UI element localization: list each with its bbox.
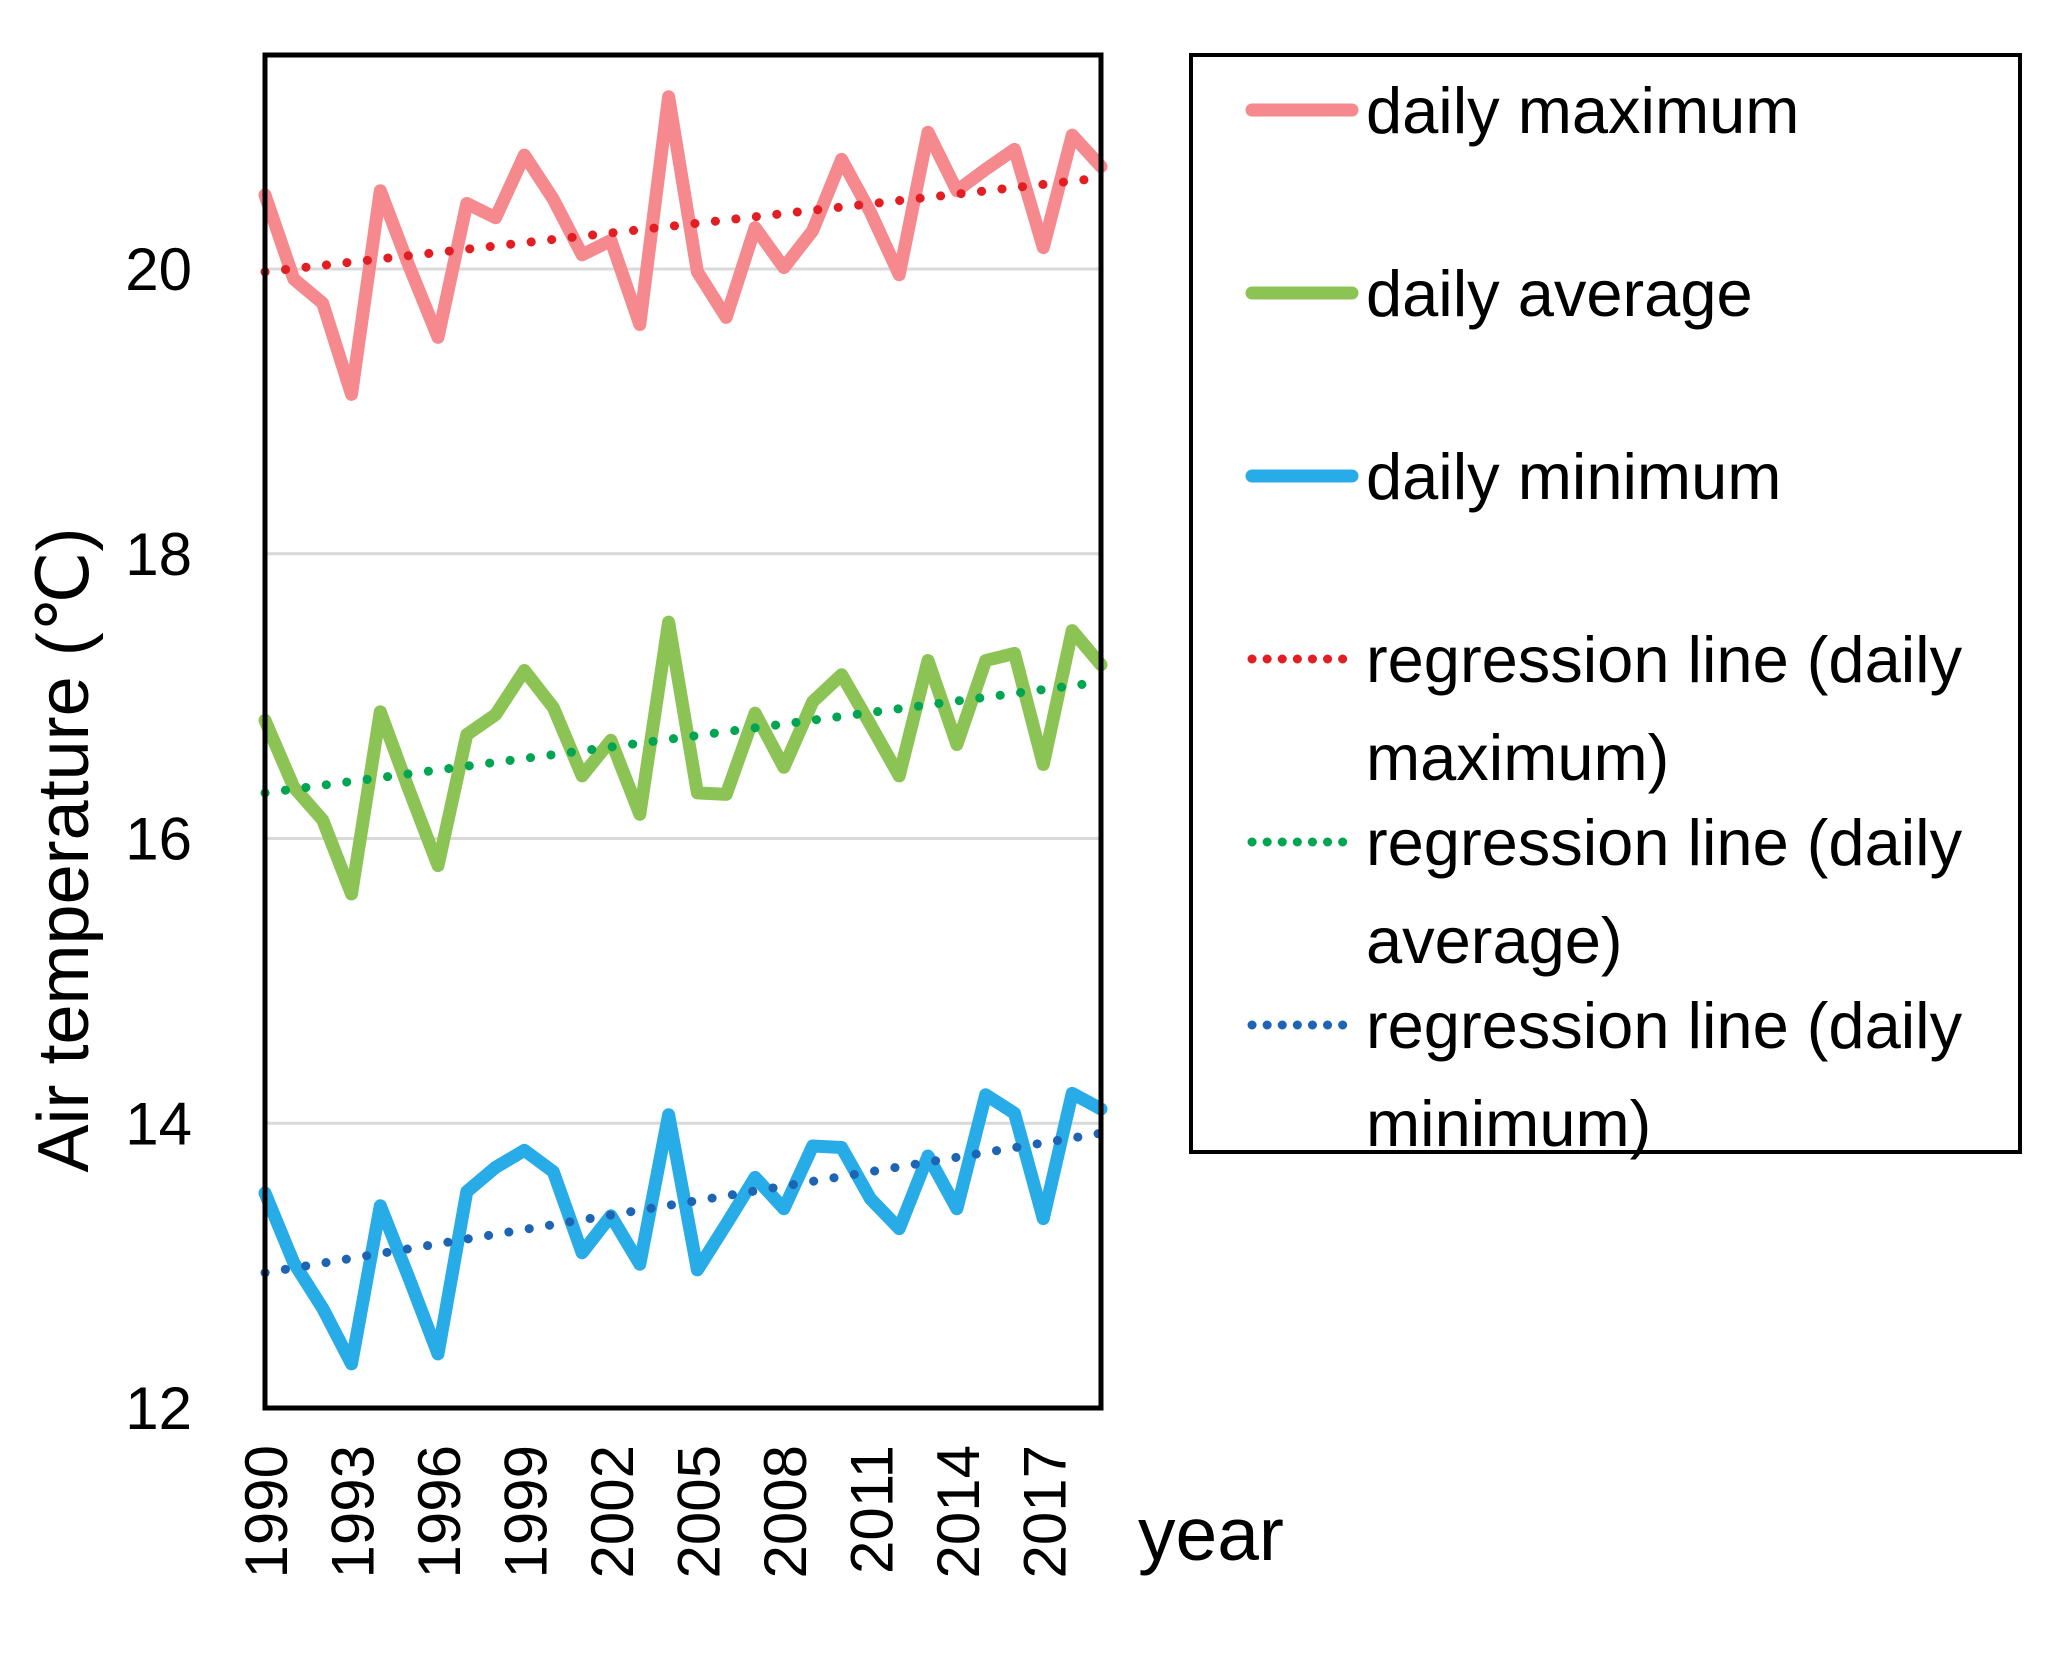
regression-line-regression-line-daily-maximum- bbox=[260, 173, 1106, 277]
legend-box bbox=[1189, 53, 2022, 1154]
plot-area-border bbox=[262, 52, 1104, 1411]
legend-label-line: regression line (daily bbox=[1366, 623, 1963, 696]
y-axis-title: Air temperature (℃) bbox=[24, 527, 104, 1172]
x-tick-label-2008: 2008 bbox=[752, 1445, 819, 1578]
legend-label-line: regression line (daily bbox=[1366, 806, 1963, 879]
legend-label-line: regression line (daily bbox=[1366, 989, 1963, 1062]
series-layer bbox=[258, 90, 1108, 1371]
series-line-daily-minimum bbox=[258, 1086, 1108, 1371]
legend-label-line: average) bbox=[1366, 904, 1623, 977]
x-tick-label-2014: 2014 bbox=[925, 1445, 992, 1578]
legend-label-line: daily average bbox=[1366, 257, 1753, 330]
x-tick-label-2002: 2002 bbox=[579, 1445, 646, 1578]
y-tick-label-20: 20 bbox=[125, 236, 192, 303]
legend-label-line: daily minimum bbox=[1366, 440, 1781, 513]
y-tick-label-18: 18 bbox=[125, 521, 192, 588]
regression-line-regression-line-daily-minimum- bbox=[260, 1128, 1106, 1278]
x-axis-title: year bbox=[1138, 1492, 1284, 1576]
y-tick-label-16: 16 bbox=[125, 806, 192, 873]
x-tick-label-2017: 2017 bbox=[1011, 1445, 1078, 1578]
x-tick-label-1993: 1993 bbox=[319, 1445, 386, 1578]
legend-label-line: daily maximum bbox=[1366, 74, 1799, 147]
series-line-daily-maximum bbox=[258, 90, 1108, 401]
y-axis-tick-labels: 12 14 16 18 20 bbox=[125, 236, 192, 1442]
series-line-daily-average bbox=[258, 615, 1108, 901]
x-tick-label-2005: 2005 bbox=[665, 1445, 732, 1578]
legend-entries: daily maximum daily average daily minimum r… bbox=[1245, 74, 1963, 1160]
legend-label-line: minimum) bbox=[1366, 1087, 1651, 1160]
x-tick-label-1996: 1996 bbox=[406, 1445, 473, 1578]
x-axis-tick-labels: 1990 1993 1996 1999 2002 2005 2008 2011 2014 2017 bbox=[233, 1445, 1078, 1578]
x-tick-label-2011: 2011 bbox=[838, 1445, 905, 1574]
x-tick-label-1990: 1990 bbox=[233, 1445, 300, 1578]
regression-line-regression-line-daily-average- bbox=[260, 677, 1106, 798]
y-tick-label-14: 14 bbox=[125, 1090, 192, 1157]
x-tick-label-1999: 1999 bbox=[492, 1445, 559, 1578]
y-tick-label-12: 12 bbox=[125, 1375, 192, 1442]
legend-label-line: maximum) bbox=[1366, 721, 1669, 794]
